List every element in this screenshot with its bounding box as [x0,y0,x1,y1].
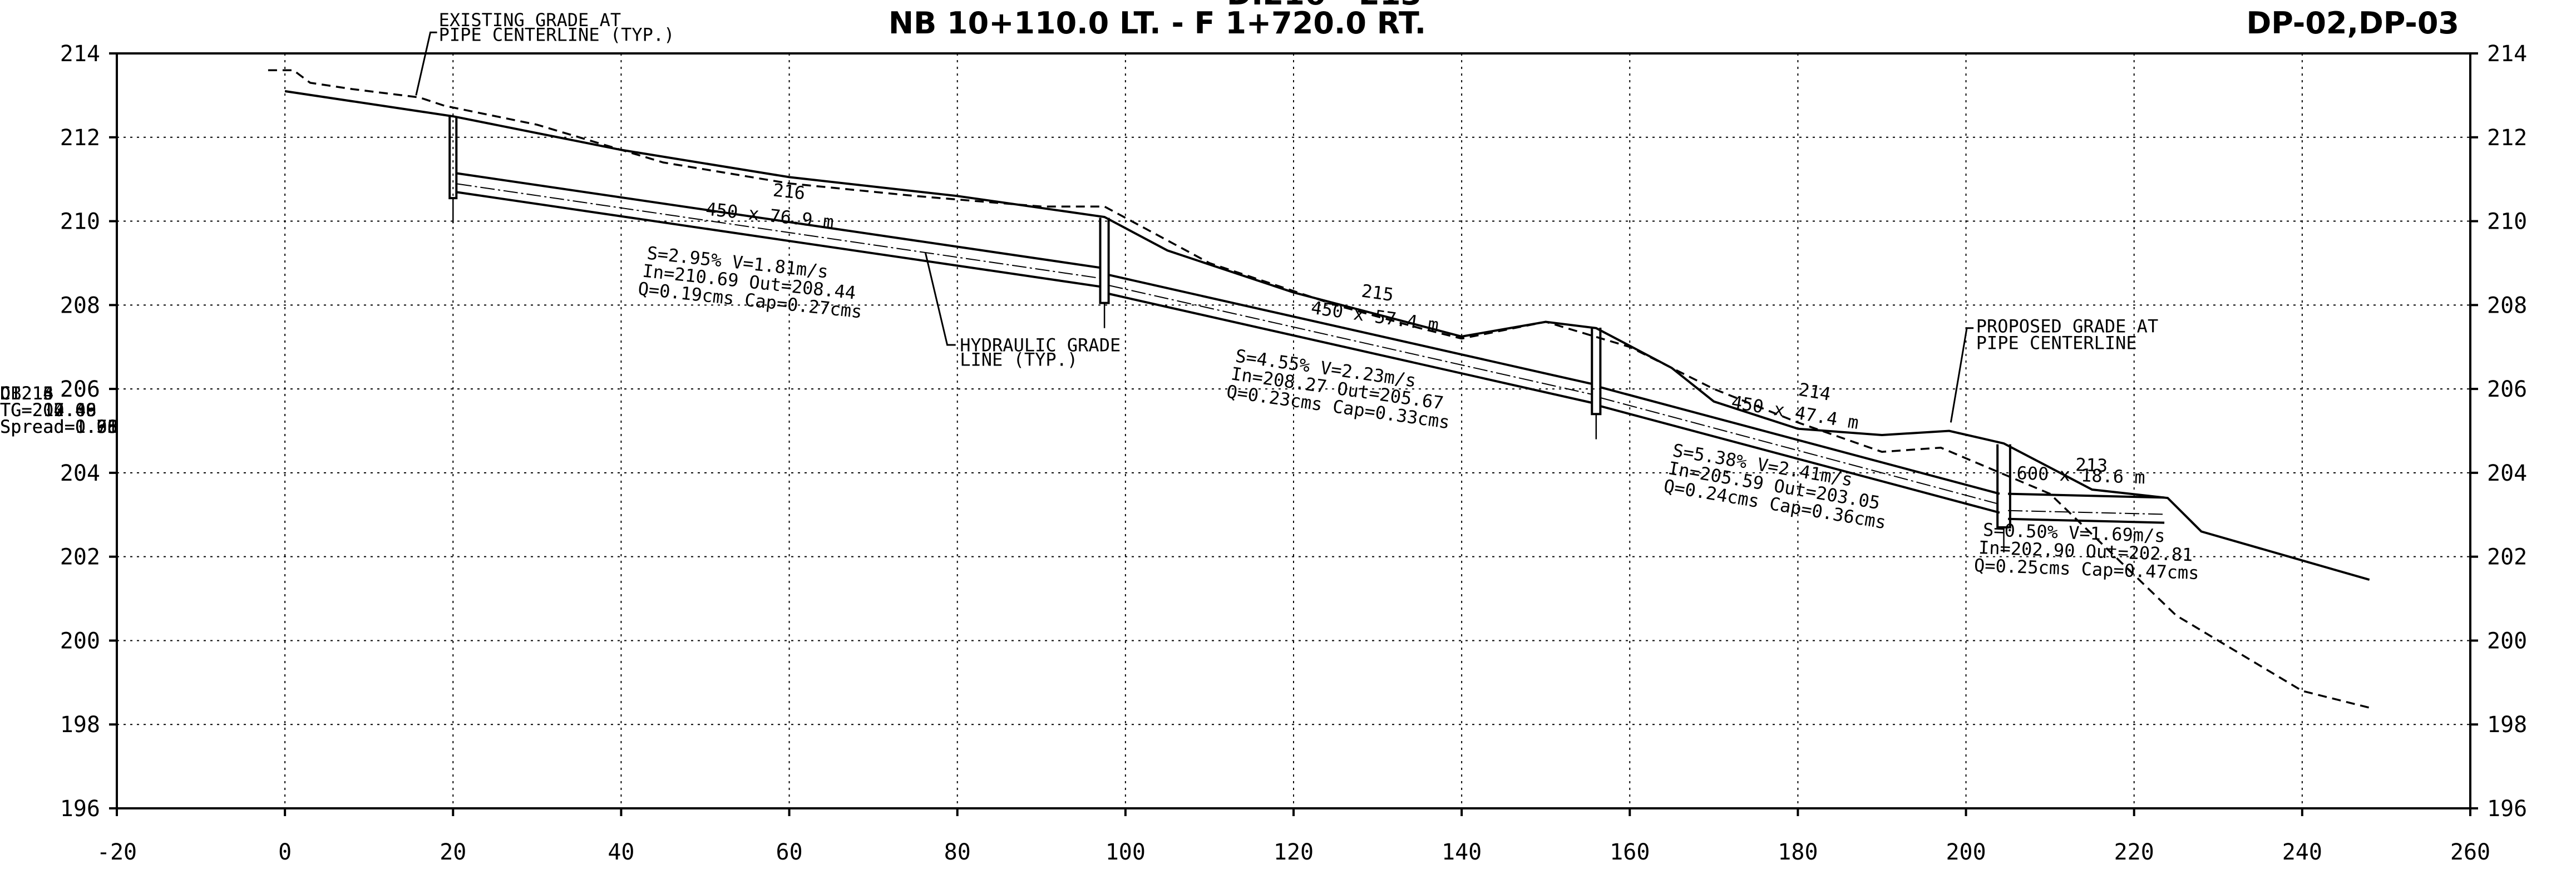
structure-box [1099,218,1110,304]
hydraulic-grade-line [1600,397,2000,505]
structure-box [1591,328,1602,416]
y-tick-label-right: 210 [2487,209,2527,235]
x-tick-label: 160 [1610,839,1650,865]
x-tick-label: 200 [1946,839,1986,865]
pipe-size-label: 450 x 76.9 m [705,198,835,233]
proposed-grade-leader [1950,327,1974,423]
x-tick-label: 80 [944,839,971,865]
y-tick-label-right: 198 [2487,712,2527,738]
y-tick-label-left: 200 [60,628,100,654]
y-tick-label-right: 208 [2487,293,2527,318]
y-tick-label-right: 214 [2487,41,2527,67]
y-tick-label-right: 200 [2487,628,2527,654]
x-tick-label: 40 [608,839,634,865]
x-tick-label: 0 [278,839,292,865]
proposed-grade-line [284,90,2370,581]
proposed-grade-callout: PROPOSED GRADE AT [1976,315,2159,337]
y-tick-label-left: 210 [60,209,100,235]
header: DI216 - 213 NB 10+110.0 LT. - F 1+720.0 … [889,0,2459,41]
y-tick-label-right: 202 [2487,545,2527,570]
hydraulic-grade-line [2008,510,2165,515]
structure-name-label: CB213 [0,383,53,404]
y-tick-label-right: 204 [2487,461,2527,486]
hydraulic-grade-line [1108,284,1592,395]
x-tick-label: 140 [1442,839,1482,865]
y-tick-label-right: 212 [2487,125,2527,151]
proposed-grade-callout: PIPE CENTERLINE [1976,332,2137,353]
page-title: NB 10+110.0 LT. - F 1+720.0 RT. [889,6,1426,41]
structure-spread-label: Spread=0.98 [0,416,118,437]
structure-tg-label: TG=210.08 [0,399,96,421]
x-tick-label: 260 [2450,839,2490,865]
y-tick-label-left: 198 [60,712,100,738]
pipe-id-label: 214 [1797,379,1832,405]
pipe-size-label: 600 x 18.6 m [2016,462,2145,488]
x-tick-label: 20 [440,839,466,865]
x-tick-label: -20 [97,839,137,865]
structure-tg-label: TG=204.68 [0,399,96,421]
profiles [268,69,2370,709]
structure-spread-label: Spread=1.36 [0,416,118,437]
pipe-invert-line [457,191,1101,288]
x-tick-label: 60 [776,839,802,865]
plot-frame [116,52,2471,809]
title-top: DI216 - 213 [1227,0,1422,12]
pipe-crown-line [1108,274,1592,386]
pipe-id-label: 213 [2075,454,2108,476]
existing-grade-callout: PIPE CENTERLINE (TYP.) [439,24,675,45]
pipe-invert-line [1600,405,2000,514]
y-tick-label-right: 206 [2487,377,2527,402]
structure-spread-label: Spread=0.75 [0,416,118,437]
hydraulic-grade-leader [924,252,956,346]
y-tick-label-left: 214 [60,41,100,67]
structure-name-label: DI214 [0,383,53,404]
hydraulic-grade-line [457,183,1101,279]
pipe-crown-line [457,172,1101,269]
y-tick-label-left: 196 [60,796,100,822]
hydraulic-grade-callout: HYDRAULIC GRADE [960,334,1121,355]
y-tick-label-left: 204 [60,461,100,486]
structure-tg-label: TG=212.49 [0,399,96,421]
y-tick-label-left: 212 [60,125,100,151]
pipes [448,116,2165,553]
existing-grade-leader [415,31,437,96]
sheet-ref: DP-02,DP-03 [2246,6,2459,41]
y-tick-label-left: 202 [60,545,100,570]
pipe-id-label: 215 [1360,280,1395,306]
pipe-invert-line [1108,293,1592,404]
y-tick-label-right: 196 [2487,796,2527,822]
existing-grade-line [268,69,2370,709]
structure-name-label: DI216 [0,383,53,404]
pipe-crown-line [2008,492,2165,499]
y-tick-label-left: 208 [60,293,100,318]
structure-box [1996,444,2011,529]
x-tick-label: 100 [1106,839,1146,865]
grid [117,53,2470,808]
x-tick-label: 220 [2114,839,2154,865]
pipe-invert-line [2008,517,2165,524]
x-tick-label: 180 [1778,839,1818,865]
existing-grade-callout: EXISTING GRADE AT [439,9,621,31]
x-tick-label: 240 [2282,839,2322,865]
pipe-crown-line [1600,386,2000,495]
structure-spread-label: Spread=0.61 [0,416,118,437]
y-tick-label-left: 206 [60,377,100,402]
structure-name-label: DI215 [0,383,53,404]
x-tick-label: 120 [1274,839,1314,865]
hydraulic-grade-callout: LINE (TYP.) [960,349,1078,371]
pipe-id-label: 216 [772,179,806,204]
structure-tg-label: TG=207.46 [0,399,96,421]
axes: -20 0 20 40 60 80 100 120 140 160 180 200 220 240 260 1… [60,41,2528,865]
